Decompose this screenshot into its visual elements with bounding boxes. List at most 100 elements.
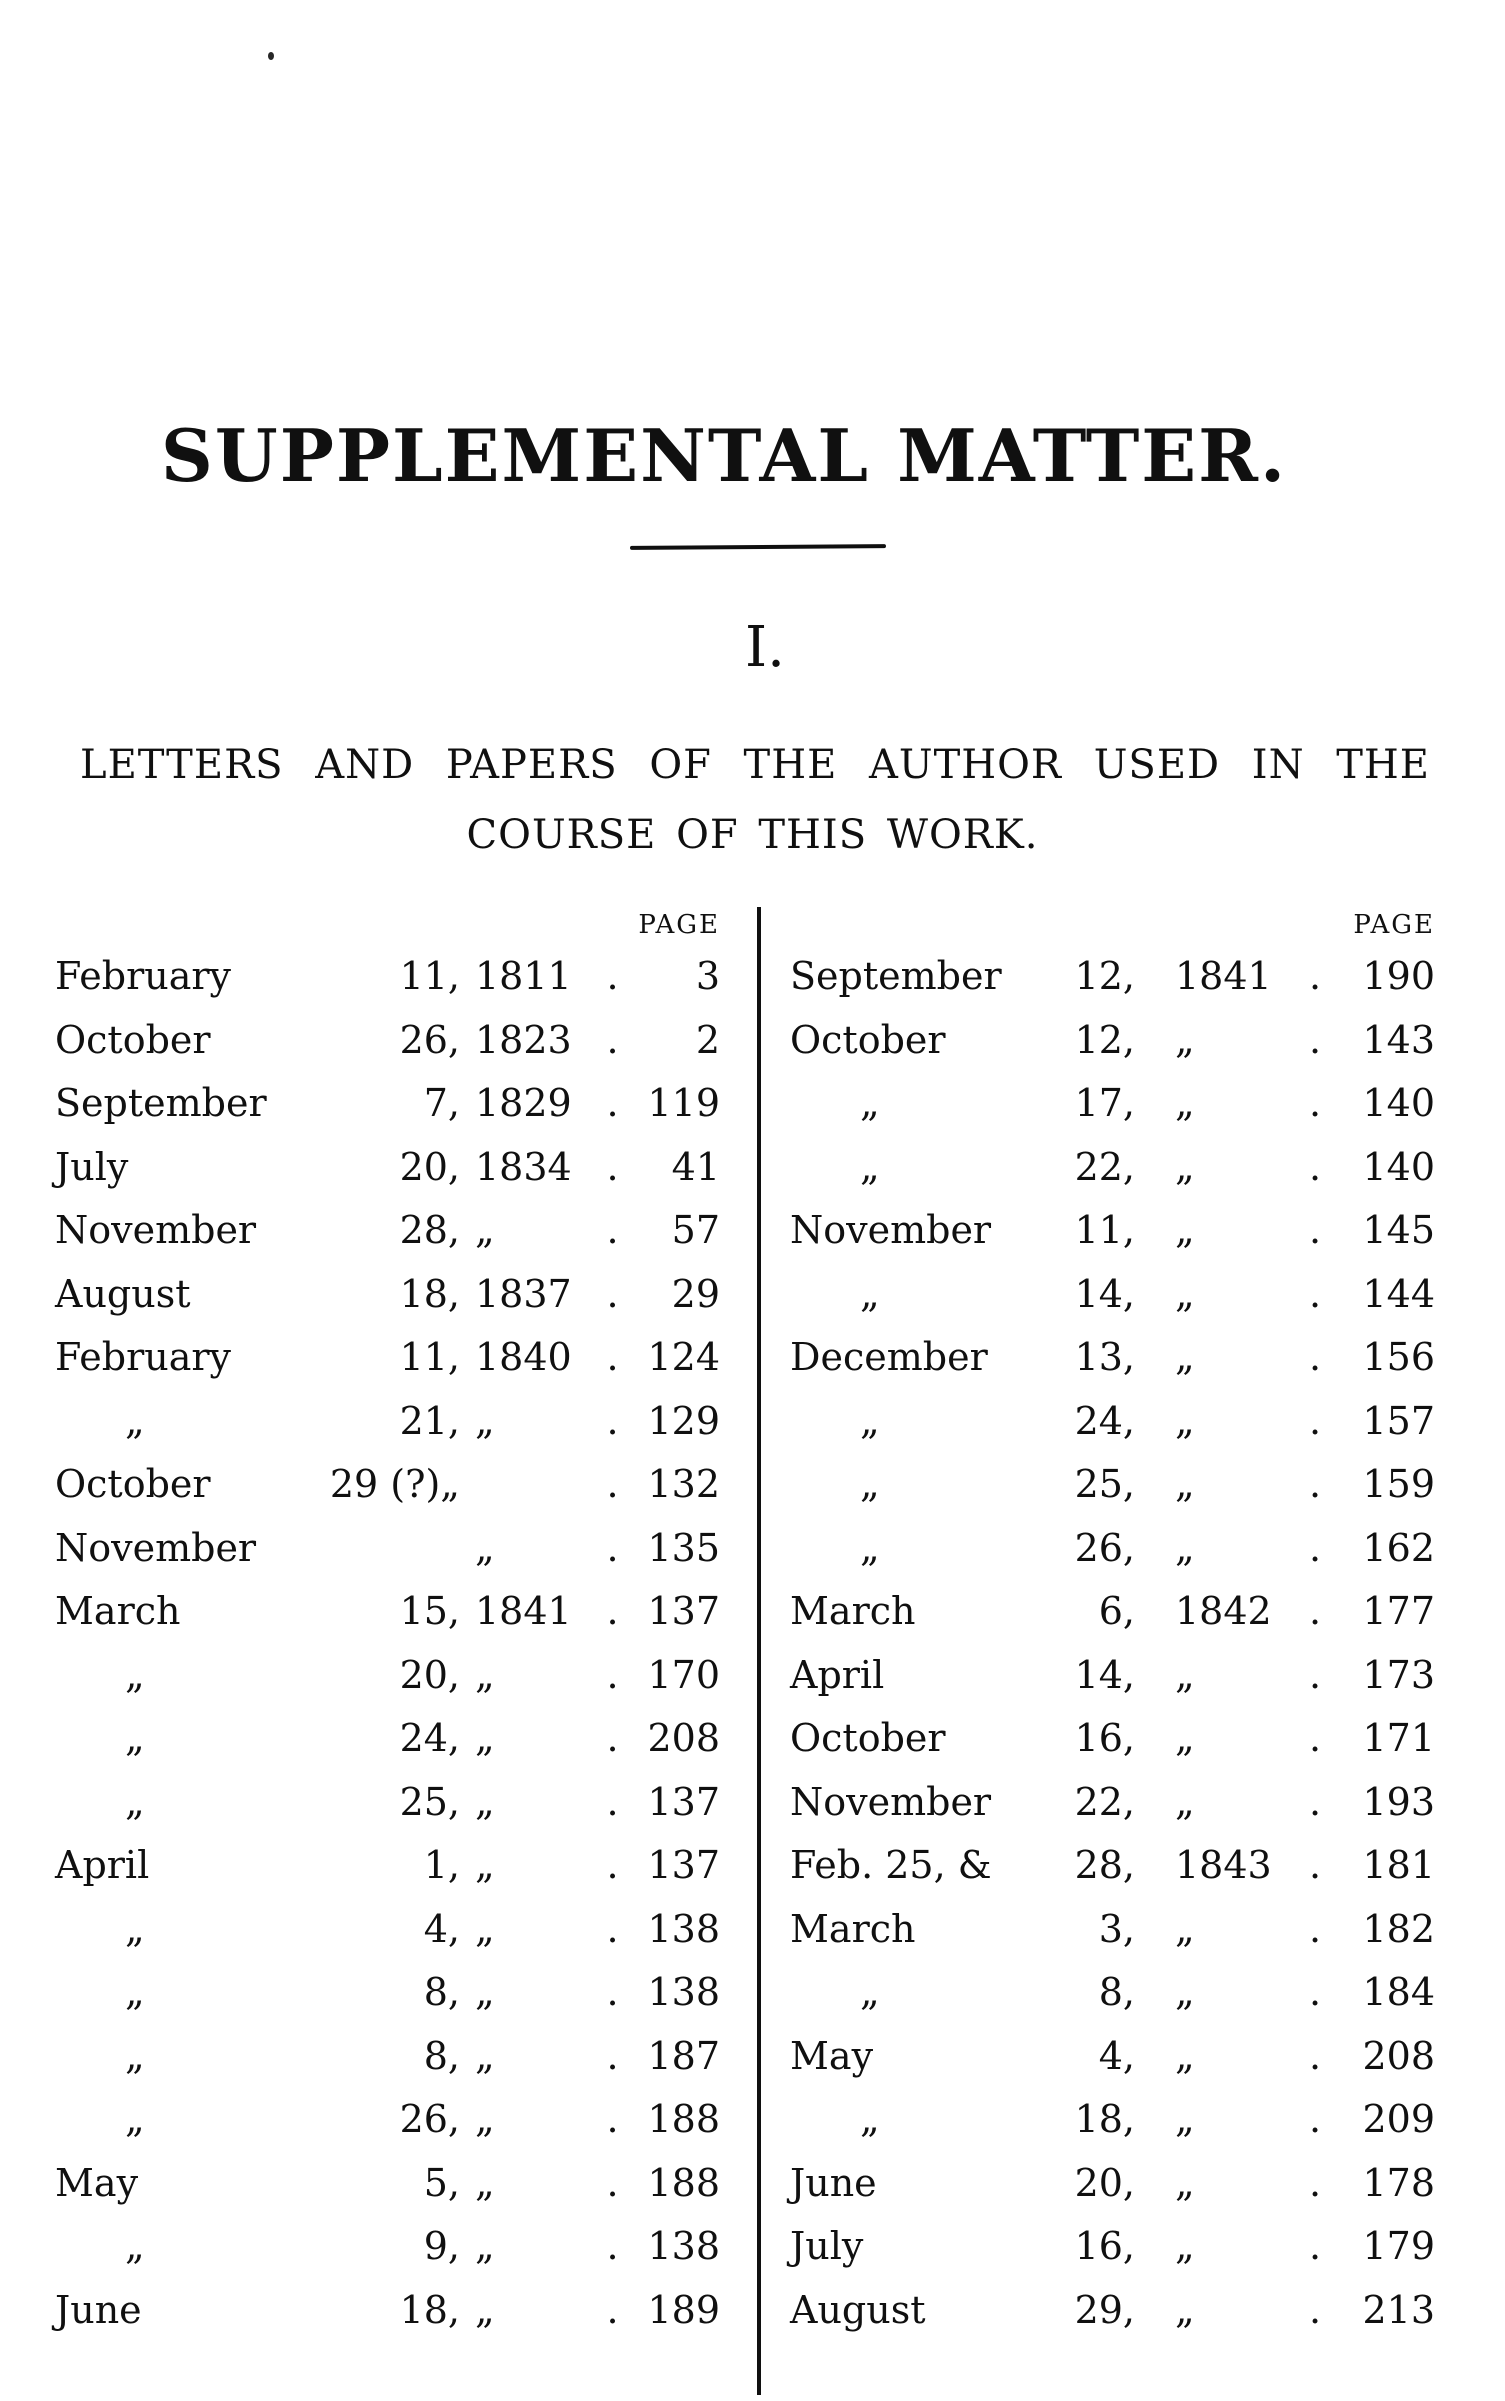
cell-month: „ bbox=[125, 2224, 145, 2268]
cell-year: „ bbox=[1175, 1335, 1195, 1379]
cell-pageno: 188 bbox=[647, 2160, 720, 2205]
cell-month: March bbox=[790, 1589, 916, 1633]
cell-pageno: 145 bbox=[1362, 1208, 1435, 1252]
cell-pageno: 129 bbox=[647, 1398, 720, 1443]
cell-year: „ bbox=[1175, 1398, 1195, 1443]
cell-month: October bbox=[55, 1017, 211, 1062]
cell-year: „ bbox=[1175, 1779, 1195, 1824]
cell-day: 9, bbox=[423, 2224, 460, 2268]
cell-pageno: 178 bbox=[1362, 2160, 1435, 2205]
cell-month: „ bbox=[125, 1906, 145, 1951]
cell-month: „ bbox=[860, 1144, 880, 1189]
cell-pageno: 2 bbox=[695, 1017, 720, 1062]
cell-dot: . bbox=[606, 2224, 619, 2268]
cell-pageno: 171 bbox=[1362, 1716, 1435, 1760]
cell-dot: . bbox=[606, 2097, 619, 2141]
cell-year: „ bbox=[1175, 2097, 1195, 2141]
cell-pageno: 173 bbox=[1362, 1652, 1435, 1697]
cell-dot: . bbox=[606, 2033, 619, 2078]
cell-pageno: 187 bbox=[647, 2033, 720, 2078]
cell-pageno: 209 bbox=[1362, 2097, 1435, 2141]
cell-year: 1829 bbox=[475, 1081, 572, 1125]
cell-pageno: 41 bbox=[671, 1144, 720, 1189]
cell-dot: . bbox=[606, 1779, 619, 1824]
cell-month: „ bbox=[860, 1525, 880, 1570]
cell-day: 25, bbox=[399, 1779, 460, 1824]
cell-day: 3, bbox=[1098, 1906, 1135, 1951]
cell-year: „ bbox=[1175, 1716, 1195, 1760]
cell-pageno: 137 bbox=[647, 1843, 720, 1887]
cell-day: 24, bbox=[1074, 1398, 1135, 1443]
cell-dot: . bbox=[1308, 1970, 1322, 2014]
cell-year: „ bbox=[1175, 1462, 1195, 1506]
cell-year bbox=[460, 1453, 590, 1517]
cell-dot: . bbox=[606, 2287, 619, 2332]
cell-dot: . bbox=[606, 1652, 619, 1697]
cell-month: December bbox=[790, 1335, 988, 1379]
cell-pageno: 184 bbox=[1362, 1970, 1435, 2014]
cell-dot: . bbox=[1308, 1589, 1322, 1633]
cell-dot: . bbox=[1308, 2097, 1322, 2141]
cell-month: April bbox=[790, 1652, 885, 1697]
table-row: November 11, „. 145 bbox=[790, 1199, 1460, 1263]
table-row: November 22, „. 193 bbox=[790, 1771, 1460, 1835]
cell-day: 8, bbox=[423, 1970, 460, 2014]
table-row: March 3, „. 182 bbox=[790, 1898, 1460, 1962]
cell-day: 15, bbox=[399, 1589, 460, 1633]
scan-artifact-dot bbox=[268, 52, 274, 60]
cell-day: 1, bbox=[423, 1843, 460, 1887]
table-row: November „. 135 bbox=[55, 1517, 745, 1581]
cell-day bbox=[225, 1517, 460, 1581]
table-row: July 20, 1834. 41 bbox=[55, 1136, 745, 1200]
cell-year: „ bbox=[1175, 1144, 1195, 1189]
cell-pageno: 190 bbox=[1362, 954, 1435, 998]
cell-dot: . bbox=[1308, 2287, 1322, 2332]
cell-month: July bbox=[790, 2224, 864, 2268]
cell-month: „ bbox=[125, 1652, 145, 1697]
cell-pageno: 137 bbox=[647, 1779, 720, 1824]
section-heading-line-1: LETTERS AND PAPERS OF THE AUTHOR USED IN… bbox=[80, 742, 1430, 788]
table-row: October 16, „. 171 bbox=[790, 1707, 1460, 1771]
table-row: „ 14, „. 144 bbox=[790, 1263, 1460, 1327]
cell-year: „ bbox=[475, 1208, 495, 1252]
cell-month: November bbox=[55, 1208, 257, 1252]
cell-month: October bbox=[790, 1716, 946, 1760]
cell-month: September bbox=[55, 1081, 267, 1125]
cell-year: „ bbox=[1175, 1525, 1195, 1570]
cell-pageno: 208 bbox=[647, 1716, 720, 1760]
cell-month: „ bbox=[125, 1970, 145, 2014]
cell-year: „ bbox=[1175, 1906, 1195, 1951]
cell-year: „ bbox=[475, 2097, 495, 2141]
cell-pageno: 57 bbox=[671, 1208, 720, 1252]
cell-month: June bbox=[55, 2287, 142, 2332]
table-row: „ 8, „. 187 bbox=[55, 2025, 745, 2089]
cell-dot: . bbox=[1308, 2224, 1322, 2268]
table-row: „ 8, „. 138 bbox=[55, 1961, 745, 2025]
cell-dot: . bbox=[1308, 1462, 1322, 1506]
cell-pageno: 138 bbox=[647, 1970, 720, 2014]
cell-month: „ bbox=[125, 1779, 145, 1824]
table-row: „ 4, „. 138 bbox=[55, 1898, 745, 1962]
cell-dot: . bbox=[606, 1398, 619, 1443]
cell-dot: . bbox=[1308, 1652, 1322, 1697]
cell-month: November bbox=[55, 1525, 257, 1570]
cell-dot: . bbox=[1308, 1081, 1322, 1125]
table-row: February 11, 1840. 124 bbox=[55, 1326, 745, 1390]
cell-month: June bbox=[790, 2160, 877, 2205]
cell-year: „ bbox=[475, 2033, 495, 2078]
cell-year: „ bbox=[475, 1843, 495, 1887]
table-row: „ 17, „. 140 bbox=[790, 1072, 1460, 1136]
cell-year: 1841 bbox=[475, 1589, 572, 1633]
cell-month: February bbox=[55, 954, 232, 998]
cell-month: August bbox=[55, 1271, 191, 1316]
table-row: March 6, 1842. 177 bbox=[790, 1580, 1460, 1644]
cell-month: November bbox=[790, 1779, 992, 1824]
cell-day: 16, bbox=[1074, 2224, 1135, 2268]
cell-month: „ bbox=[860, 1271, 880, 1316]
cell-day: 8, bbox=[1098, 1970, 1135, 2014]
cell-month: March bbox=[790, 1906, 916, 1951]
cell-day: 18, bbox=[399, 1271, 460, 1316]
cell-day: 5, bbox=[423, 2160, 460, 2205]
cell-month: May bbox=[790, 2033, 874, 2078]
cell-year: „ bbox=[1175, 2224, 1195, 2268]
